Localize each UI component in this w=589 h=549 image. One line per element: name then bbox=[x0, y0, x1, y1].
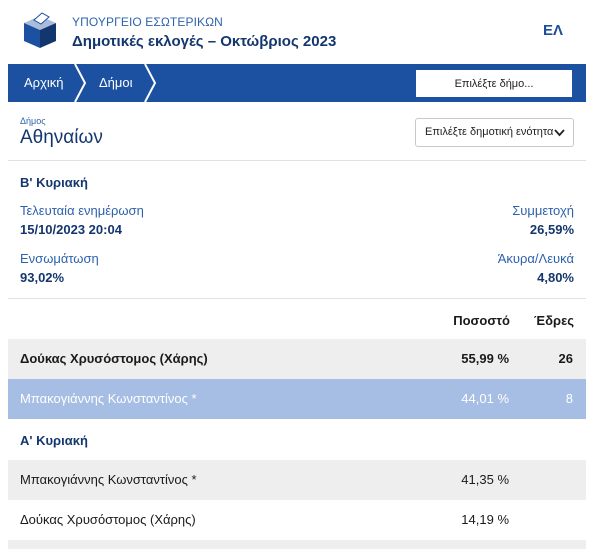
election-title[interactable]: Δημοτικές εκλογές – Οκτώβριος 2023 bbox=[72, 33, 337, 50]
breadcrumb-home[interactable]: Αρχική bbox=[24, 75, 64, 90]
candidate-percent: 41,35 % bbox=[461, 472, 509, 487]
language-switch[interactable]: ΕΛ bbox=[542, 22, 563, 39]
page-header: ΥΠΟΥΡΓΕΙΟ ΕΣΩΤΕΡΙΚΩΝ Δημοτικές εκλογές –… bbox=[0, 0, 589, 62]
candidate-name: Μπακογιάννης Κωνσταντίνος * bbox=[20, 391, 197, 406]
invalid-blank-value: 4,80% bbox=[537, 270, 574, 285]
table-row-partial bbox=[8, 540, 586, 549]
candidate-name: Μπακογιάννης Κωνσταντίνος * bbox=[20, 472, 197, 487]
candidate-percent: 14,19 % bbox=[461, 512, 509, 527]
table-row: Μπακογιάννης Κωνσταντίνος * 44,01 % 8 bbox=[8, 379, 586, 419]
turnout-value: 26,59% bbox=[529, 222, 574, 237]
candidate-percent: 44,01 % bbox=[461, 391, 509, 406]
chevron-right-icon bbox=[144, 64, 157, 102]
municipality-name: Αθηναίων bbox=[20, 127, 103, 148]
candidate-name: Δούκας Χρυσόστομος (Χάρης) bbox=[20, 512, 196, 527]
candidate-seats: 8 bbox=[565, 391, 573, 406]
last-update-value: 15/10/2023 20:04 bbox=[20, 222, 122, 237]
breadcrumb-municipalities[interactable]: Δήμοι bbox=[99, 75, 133, 90]
table-row: Δούκας Χρυσόστομος (Χάρης) 14,19 % bbox=[8, 500, 586, 540]
chevron-down-icon bbox=[554, 129, 565, 137]
candidate-name: Δούκας Χρυσόστομος (Χάρης) bbox=[20, 351, 208, 366]
first-round-title: Α' Κυριακή bbox=[20, 433, 88, 448]
column-header-seats: Έδρες bbox=[534, 313, 574, 328]
integration-value: 93,02% bbox=[20, 270, 65, 285]
select-municipality-button[interactable]: Επιλέξτε δήμο... bbox=[416, 70, 572, 97]
integration-label: Ενσωμάτωση bbox=[20, 251, 99, 266]
chevron-right-icon bbox=[74, 64, 87, 102]
second-round-title: Β' Κυριακή bbox=[20, 175, 88, 190]
turnout-label: Συμμετοχή bbox=[512, 203, 574, 218]
candidate-percent: 55,99 % bbox=[461, 351, 509, 366]
ballot-box-icon bbox=[24, 12, 56, 48]
divider bbox=[8, 160, 586, 161]
column-header-percent: Ποσοστό bbox=[453, 313, 510, 328]
breadcrumb: Αρχική Δήμοι Επιλέξτε δήμο... bbox=[8, 64, 586, 102]
invalid-blank-label: Άκυρα/Λευκά bbox=[497, 251, 574, 266]
municipal-unit-select[interactable]: Επιλέξτε δημοτική ενότητα bbox=[415, 118, 574, 147]
table-row: Δούκας Χρυσόστομος (Χάρης) 55,99 % 26 bbox=[8, 339, 586, 379]
last-update-label: Τελευταία ενημέρωση bbox=[20, 203, 144, 218]
candidate-seats: 26 bbox=[558, 351, 573, 366]
table-row: Μπακογιάννης Κωνσταντίνος * 41,35 % bbox=[8, 460, 586, 500]
ministry-name: ΥΠΟΥΡΓΕΙΟ ΕΣΩΤΕΡΙΚΩΝ bbox=[72, 15, 223, 29]
municipal-unit-select-value: Επιλέξτε δημοτική ενότητα bbox=[425, 126, 554, 138]
divider bbox=[8, 298, 586, 299]
municipality-caption: Δήμος bbox=[20, 116, 46, 126]
